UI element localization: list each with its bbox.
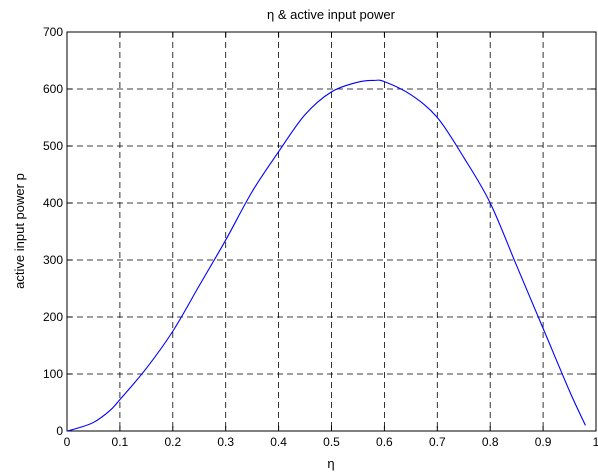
x-tick-label: 0.9: [535, 435, 552, 449]
x-tick-label: 0.3: [217, 435, 234, 449]
y-tick-label: 700: [43, 25, 63, 39]
grid: [67, 32, 596, 431]
x-tick-label: 1: [593, 435, 598, 449]
x-axis-title: η: [327, 456, 334, 471]
series-line-0: [66, 79, 586, 432]
y-tick-labels: 0 100 200 300 400 500 600 700: [43, 25, 63, 438]
series-group: [66, 79, 586, 432]
chart-title: η & active input power: [267, 7, 396, 22]
y-tick-label: 200: [43, 310, 63, 324]
y-tick-label: 400: [43, 196, 63, 210]
y-tick-label: 100: [43, 367, 63, 381]
x-tick-label: 0.5: [323, 435, 340, 449]
y-tick-label: 600: [43, 82, 63, 96]
x-tick-label: 0.1: [112, 435, 129, 449]
x-tick-label: 0.4: [270, 435, 287, 449]
x-tick-labels: 0 0.1 0.2 0.3 0.4 0.5 0.6 0.7 0.8 0.9 1: [64, 435, 598, 449]
y-tick-label: 500: [43, 139, 63, 153]
x-tick-label: 0.6: [376, 435, 393, 449]
y-axis-title: active input power p: [12, 173, 27, 289]
y-tick-label: 0: [56, 424, 63, 438]
x-tick-label: 0.7: [429, 435, 446, 449]
x-tick-label: 0: [64, 435, 71, 449]
x-tick-label: 0.2: [164, 435, 181, 449]
axis-ticks: [66, 31, 597, 432]
x-tick-label: 0.8: [482, 435, 499, 449]
y-tick-label: 300: [43, 253, 63, 267]
